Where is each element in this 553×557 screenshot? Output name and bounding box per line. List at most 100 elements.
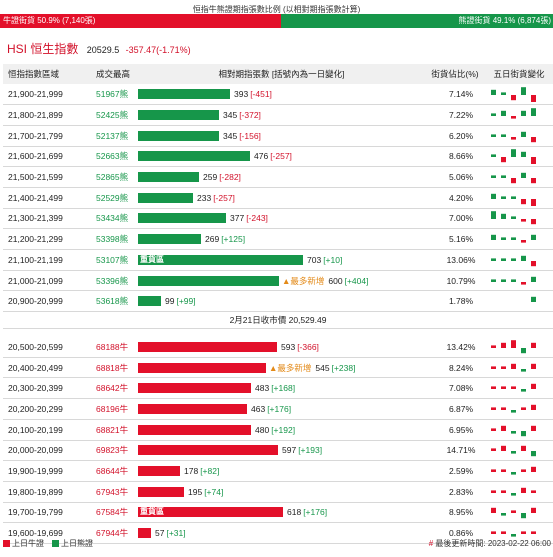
row-warrant-code-link[interactable]: 68642牛 — [88, 377, 138, 400]
row-outstanding-pct: 6.87% — [425, 398, 485, 420]
table-row[interactable]: 21,800-21,899 52425熊 345 [-372] 7.22% — [3, 104, 553, 126]
sparkline-bar — [501, 446, 506, 452]
table-row[interactable]: 19,700-19,799 67584牛 重貨區 618 [+176] 8.95% — [3, 502, 553, 524]
row-quantity-change: [-156] — [239, 130, 261, 141]
five-day-sparkline — [491, 404, 536, 413]
table-row[interactable]: 20,000-20,099 69823牛 597 [+193] 14.71% — [3, 440, 553, 462]
row-index-range: 20,400-20,499 — [3, 357, 88, 379]
table-row[interactable]: 21,400-21,499 52529熊 233 [-257] 4.20% — [3, 187, 553, 209]
table-row[interactable]: 21,200-21,299 53398熊 269 [+125] 5.16% — [3, 228, 553, 250]
five-day-sparkline — [491, 384, 536, 392]
sparkline-bar — [521, 198, 526, 204]
sparkline-bar — [501, 531, 506, 535]
table-row[interactable]: 20,500-20,599 68188牛 593 [-366] 13.42% — [3, 336, 553, 358]
table-row[interactable]: 21,100-21,199 53107熊 重貨區 703 [+10] 13.06% — [3, 249, 553, 271]
row-warrant-code-link[interactable]: 51967熊 — [88, 84, 138, 106]
row-quantity-label: 259 [-282] — [203, 172, 241, 182]
row-quantity-value: 480 — [255, 424, 270, 435]
row-warrant-code-link[interactable]: 52865熊 — [88, 166, 138, 188]
row-warrant-code-link[interactable]: 69823牛 — [88, 440, 138, 462]
sparkline-bar — [531, 466, 536, 473]
row-bar-wrap: 597 [+193] — [138, 444, 425, 456]
row-warrant-code-link[interactable]: 52137熊 — [88, 125, 138, 147]
row-warrant-code-link[interactable]: 53398熊 — [88, 228, 138, 250]
row-index-range: 20,000-20,099 — [3, 440, 88, 462]
index-price: 20529.5 — [86, 45, 120, 55]
row-outstanding-pct: 7.08% — [425, 377, 485, 400]
index-change: -357.47(-1.71%) — [125, 45, 191, 55]
row-index-range: 19,800-19,899 — [3, 481, 88, 503]
table-row[interactable]: 19,800-19,899 67943牛 195 [+74] 2.83% — [3, 481, 553, 503]
row-quantity-change: [+168] — [271, 383, 296, 394]
row-index-range: 21,100-21,199 — [3, 249, 88, 271]
row-warrant-code-link[interactable]: 68644牛 — [88, 460, 138, 482]
sparkline-bar — [531, 95, 536, 103]
row-sparkline-cell — [485, 166, 553, 188]
row-outstanding-pct: 10.79% — [425, 270, 485, 292]
row-sparkline-cell — [485, 419, 553, 441]
row-warrant-code-link[interactable]: 52663熊 — [88, 146, 138, 168]
row-sparkline-cell — [485, 502, 553, 524]
sparkline-bar — [501, 490, 506, 493]
row-warrant-code-link[interactable]: 68188牛 — [88, 336, 138, 358]
sparkline-bar — [501, 175, 506, 179]
row-bar-wrap: 57 [+31] — [138, 527, 425, 539]
index-name[interactable]: HSI 恒生指數 — [7, 42, 79, 56]
row-warrant-code-link[interactable]: 53434熊 — [88, 208, 138, 230]
table-row[interactable]: 21,300-21,399 53434熊 377 [-243] 7.00% — [3, 208, 553, 230]
table-row[interactable]: 21,600-21,699 52663熊 476 [-257] 8.66% — [3, 146, 553, 168]
bull-ratio-segment: 牛證街貨 50.9% (7,140張) — [0, 14, 282, 28]
row-warrant-code-link[interactable]: 67944牛 — [88, 522, 138, 544]
table-row[interactable]: 20,300-20,399 68642牛 483 [+168] 7.08% — [3, 377, 553, 400]
row-bar-cell: 597 [+193] — [138, 440, 425, 462]
row-warrant-code-link[interactable]: 67584牛 — [88, 502, 138, 524]
sparkline-bar — [501, 237, 506, 241]
row-bar-wrap: 269 [+125] — [138, 233, 425, 245]
row-index-range: 19,900-19,999 — [3, 460, 88, 482]
col-header-bar: 相對期指張數 [括號內為一日變化] — [138, 64, 425, 84]
table-row[interactable]: 21,500-21,599 52865熊 259 [-282] 5.06% — [3, 166, 553, 188]
row-warrant-code-link[interactable]: 52529熊 — [88, 187, 138, 209]
sparkline-bar — [491, 469, 496, 473]
sparkline-bar — [511, 116, 516, 119]
row-warrant-code-link[interactable]: 68196牛 — [88, 398, 138, 420]
row-warrant-code-link[interactable]: 53107熊 — [88, 249, 138, 271]
row-warrant-code-link[interactable]: 53618熊 — [88, 290, 138, 313]
row-warrant-code-link[interactable]: 52425熊 — [88, 104, 138, 126]
table-row[interactable]: 20,100-20,199 68821牛 480 [+192] 6.95% — [3, 419, 553, 441]
table-row[interactable]: 19,900-19,999 68644牛 178 [+82] 2.59% — [3, 460, 553, 482]
sparkline-bar — [521, 87, 526, 96]
five-day-sparkline — [491, 172, 536, 184]
row-warrant-code-link[interactable]: 68821牛 — [88, 419, 138, 441]
sparkline-bar — [501, 386, 506, 390]
row-sparkline-cell — [485, 125, 553, 147]
row-quantity-change: [-451] — [250, 89, 272, 100]
row-bar-wrap: 463 [+176] — [138, 403, 425, 415]
five-day-sparkline — [491, 211, 536, 225]
table-row[interactable]: 21,000-21,099 53396熊 ▲最多新增 600 [+404] 10.79% — [3, 270, 553, 292]
row-bar-wrap: 483 [+168] — [138, 382, 425, 394]
row-warrant-code-link[interactable]: 67943牛 — [88, 481, 138, 503]
table-row[interactable]: 19,600-19,699 67944牛 57 [+31] 0.86% — [3, 522, 553, 544]
five-day-sparkline — [491, 131, 536, 142]
row-bar-cell: 345 [-156] — [138, 125, 425, 147]
row-quantity-label: 377 [-243] — [230, 213, 268, 223]
row-warrant-code-link[interactable]: 53396熊 — [88, 270, 138, 292]
sparkline-bar — [521, 446, 526, 452]
table-row[interactable]: 21,900-21,999 51967熊 393 [-451] 7.14% — [3, 84, 553, 106]
sparkline-bar — [501, 110, 506, 117]
row-bar-wrap: 393 [-451] — [138, 88, 425, 100]
table-row[interactable]: 20,400-20,499 68818牛 ▲最多新增 545 [+238] 8.24% — [3, 357, 553, 379]
row-bar-wrap: 476 [-257] — [138, 150, 425, 162]
row-sparkline-cell — [485, 357, 553, 379]
row-bar-wrap: 377 [-243] — [138, 212, 425, 224]
row-quantity-change: [+99] — [176, 296, 196, 307]
table-row[interactable]: 20,200-20,299 68196牛 463 [+176] 6.87% — [3, 398, 553, 420]
row-bar-wrap: 重貨區 618 [+176] — [138, 506, 425, 518]
row-warrant-code-link[interactable]: 68818牛 — [88, 357, 138, 379]
row-quantity-value: 345 — [223, 130, 238, 141]
table-row[interactable]: 21,700-21,799 52137熊 345 [-156] 6.20% — [3, 125, 553, 147]
table-row[interactable]: 20,900-20,999 53618熊 99 [+99] 1.78% — [3, 290, 553, 313]
row-quantity-change: [+74] — [204, 486, 224, 497]
row-quantity-value: 99 — [165, 296, 175, 307]
